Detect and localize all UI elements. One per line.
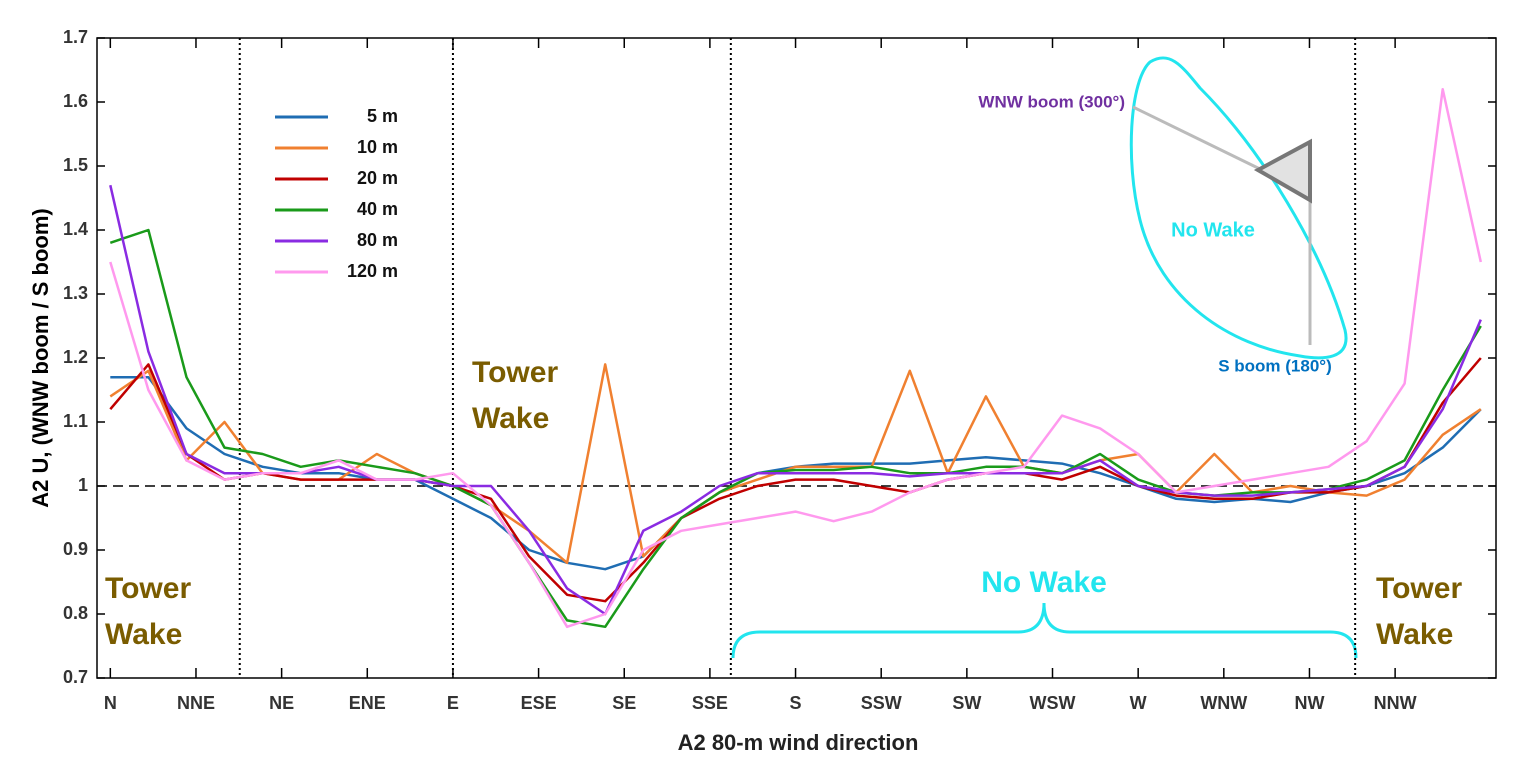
y-tick-label: 1.6 bbox=[63, 91, 88, 111]
y-tick-label: 1.3 bbox=[63, 283, 88, 303]
annotation: Tower Wake bbox=[105, 572, 192, 651]
inset-region bbox=[1129, 56, 1348, 360]
inset-label: S boom (180°) bbox=[1218, 356, 1332, 375]
inset-boom bbox=[1132, 105, 1263, 172]
y-tick-label: 1.2 bbox=[63, 347, 88, 367]
x-tick-label: SSE bbox=[692, 693, 728, 713]
x-tick-label: SW bbox=[952, 693, 981, 713]
y-tick-label: 0.9 bbox=[63, 539, 88, 559]
x-tick-label: WSW bbox=[1030, 693, 1076, 713]
y-tick-label: 0.8 bbox=[63, 603, 88, 623]
series-line bbox=[109, 357, 1482, 603]
x-tick-label: NNW bbox=[1374, 693, 1417, 713]
y-tick-label: 1.5 bbox=[63, 155, 88, 175]
x-tick-label: SSW bbox=[861, 693, 902, 713]
inset-label: WNW boom (300°) bbox=[978, 92, 1125, 111]
x-tick-label: W bbox=[1130, 693, 1147, 713]
annotation: Tower Wake bbox=[472, 356, 559, 435]
y-tick-label: 0.7 bbox=[63, 667, 88, 687]
inset-tower bbox=[1253, 138, 1312, 204]
x-tick-label: N bbox=[104, 693, 117, 713]
x-axis-label: A2 80-m wind direction bbox=[678, 730, 919, 755]
legend-label: 80 m bbox=[357, 230, 398, 250]
legend-label: 5 m bbox=[367, 106, 398, 126]
legend-label: 10 m bbox=[357, 137, 398, 157]
legend-label: 120 m bbox=[347, 261, 398, 281]
x-tick-label: S bbox=[790, 693, 802, 713]
series-line bbox=[109, 228, 1482, 629]
legend-label: 20 m bbox=[357, 168, 398, 188]
x-tick-label: NE bbox=[269, 693, 294, 713]
legend-label: 40 m bbox=[357, 199, 398, 219]
y-tick-label: 1.4 bbox=[63, 219, 88, 239]
x-tick-label: WNW bbox=[1200, 693, 1247, 713]
x-tick-label: SE bbox=[612, 693, 636, 713]
y-tick-label: 1.1 bbox=[63, 411, 88, 431]
annotation: Tower Wake bbox=[1376, 572, 1463, 651]
y-axis-label: A2 U, (WNW boom / S boom) bbox=[28, 208, 53, 507]
y-tick-label: 1 bbox=[78, 475, 88, 495]
y-tick-label: 1.7 bbox=[63, 27, 88, 47]
x-tick-label: E bbox=[447, 693, 459, 713]
x-tick-label: NW bbox=[1294, 693, 1324, 713]
series-line bbox=[109, 87, 1483, 629]
no-wake-brace bbox=[731, 602, 1358, 659]
x-tick-label: NNE bbox=[177, 693, 215, 713]
no-wake-label: No Wake bbox=[981, 566, 1107, 599]
inset-label: No Wake bbox=[1171, 219, 1255, 241]
series-line bbox=[109, 184, 1482, 616]
x-tick-label: ENE bbox=[349, 693, 386, 713]
x-tick-label: ESE bbox=[521, 693, 557, 713]
